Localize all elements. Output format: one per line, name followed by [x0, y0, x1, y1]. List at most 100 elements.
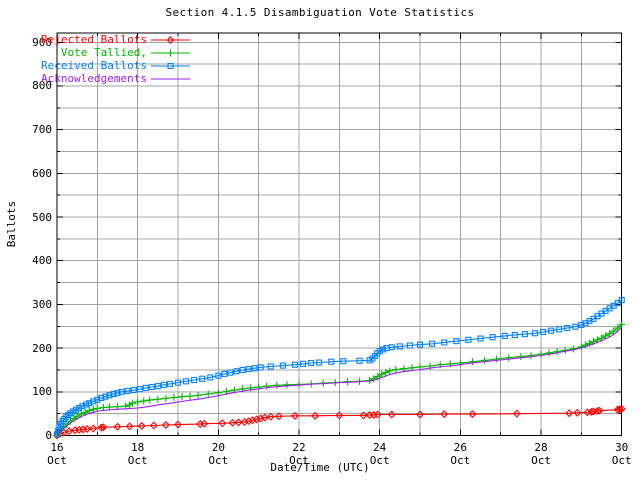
square-marker — [328, 358, 335, 365]
square-marker — [511, 331, 518, 339]
x-tick-day: 20 — [211, 441, 225, 454]
square-marker — [614, 300, 621, 307]
x-tick-day: 24 — [373, 441, 387, 454]
diamond-marker — [359, 411, 368, 420]
legend-sample — [151, 36, 190, 44]
diamond-marker — [387, 410, 396, 419]
square-marker — [221, 370, 228, 377]
x-tick-day: 28 — [534, 441, 548, 454]
square-marker — [539, 328, 547, 336]
axis-ticks — [56, 33, 623, 436]
y-tick-label: 800 — [32, 79, 52, 93]
square-marker — [465, 336, 472, 343]
square-marker — [572, 323, 579, 330]
x-tick-label: 30 Oct — [597, 441, 640, 467]
square-marker — [199, 375, 206, 382]
y-axis-label: Ballots — [5, 200, 18, 248]
diamond-marker — [416, 410, 424, 419]
diamond-marker — [587, 407, 596, 416]
x-tick-day: 30 — [615, 441, 629, 454]
x-axis-label: Date/Time (UTC) — [270, 461, 370, 474]
square-marker — [136, 386, 143, 393]
x-tick-month: Oct — [289, 454, 309, 467]
square-marker — [56, 423, 63, 430]
square-marker — [90, 398, 97, 405]
square-marker — [267, 363, 274, 370]
x-tick-day: 22 — [292, 441, 306, 454]
y-tick-label: 900 — [32, 35, 52, 49]
square-marker — [548, 327, 555, 334]
legend-label-2: Received Ballots — [41, 59, 147, 72]
diamond-marker — [228, 418, 237, 427]
square-marker — [501, 332, 508, 339]
square-marker — [110, 390, 117, 398]
square-marker — [227, 369, 234, 376]
diamond-marker — [248, 416, 257, 425]
square-marker — [86, 400, 93, 407]
square-marker — [441, 339, 448, 346]
series-line — [56, 326, 623, 436]
square-marker — [191, 376, 198, 384]
square-marker — [166, 380, 173, 387]
x-tick-label: 18 Oct — [113, 441, 163, 467]
square-marker — [299, 360, 307, 367]
diamond-marker — [166, 36, 175, 44]
square-marker — [453, 338, 460, 345]
square-marker — [564, 324, 571, 332]
x-tick-month: Oct — [450, 454, 471, 467]
square-marker — [521, 331, 528, 338]
legend-label-1: Vote Tallied, — [60, 46, 147, 59]
x-tick-month: Oct — [208, 454, 229, 467]
diamond-marker — [335, 411, 344, 420]
square-marker — [102, 393, 109, 400]
x-tick-month: Oct — [531, 454, 551, 467]
square-marker — [251, 365, 258, 372]
legend-label-3: Acknowledgements — [41, 72, 147, 85]
square-marker — [477, 335, 484, 342]
diamond-marker — [266, 412, 275, 421]
x-tick-day: 16 — [50, 441, 64, 454]
series-received-ballots — [53, 297, 625, 438]
x-tick-label: 26 Oct — [435, 441, 485, 467]
square-marker — [118, 388, 125, 395]
diamond-marker — [256, 414, 265, 423]
y-tick-label: 300 — [32, 297, 52, 311]
square-marker — [379, 346, 386, 353]
diamond-marker — [97, 423, 106, 432]
diamond-marker — [613, 405, 622, 414]
x-tick-day: 18 — [131, 441, 145, 454]
x-tick-day: 26 — [453, 441, 467, 454]
square-marker — [167, 62, 174, 70]
square-marker — [416, 341, 424, 348]
diamond-marker — [593, 407, 602, 416]
x-tick-label: 16 Oct — [32, 441, 82, 467]
diamond-marker — [234, 418, 243, 427]
series-acknowledgements — [56, 326, 623, 436]
square-marker — [79, 403, 86, 410]
square-marker — [233, 368, 240, 375]
series-rejected-ballots — [53, 404, 626, 440]
square-marker — [429, 340, 436, 347]
series-line — [56, 299, 623, 435]
diamond-marker — [373, 410, 382, 419]
square-marker — [72, 406, 80, 413]
square-marker — [531, 330, 539, 337]
diamond-marker — [89, 424, 98, 433]
diamond-marker — [595, 406, 604, 415]
square-marker — [388, 344, 395, 351]
square-marker — [340, 358, 347, 365]
diamond-marker — [174, 420, 182, 429]
square-marker — [406, 342, 413, 349]
square-marker — [316, 359, 323, 366]
square-marker — [53, 431, 61, 438]
square-marker — [618, 297, 625, 304]
square-marker — [578, 321, 585, 329]
square-marker — [142, 384, 149, 391]
diamond-marker — [260, 413, 269, 422]
square-marker — [98, 394, 105, 401]
diamond-marker — [565, 409, 574, 418]
diamond-marker — [200, 419, 209, 428]
square-marker — [245, 366, 252, 373]
diamond-marker — [291, 411, 299, 420]
